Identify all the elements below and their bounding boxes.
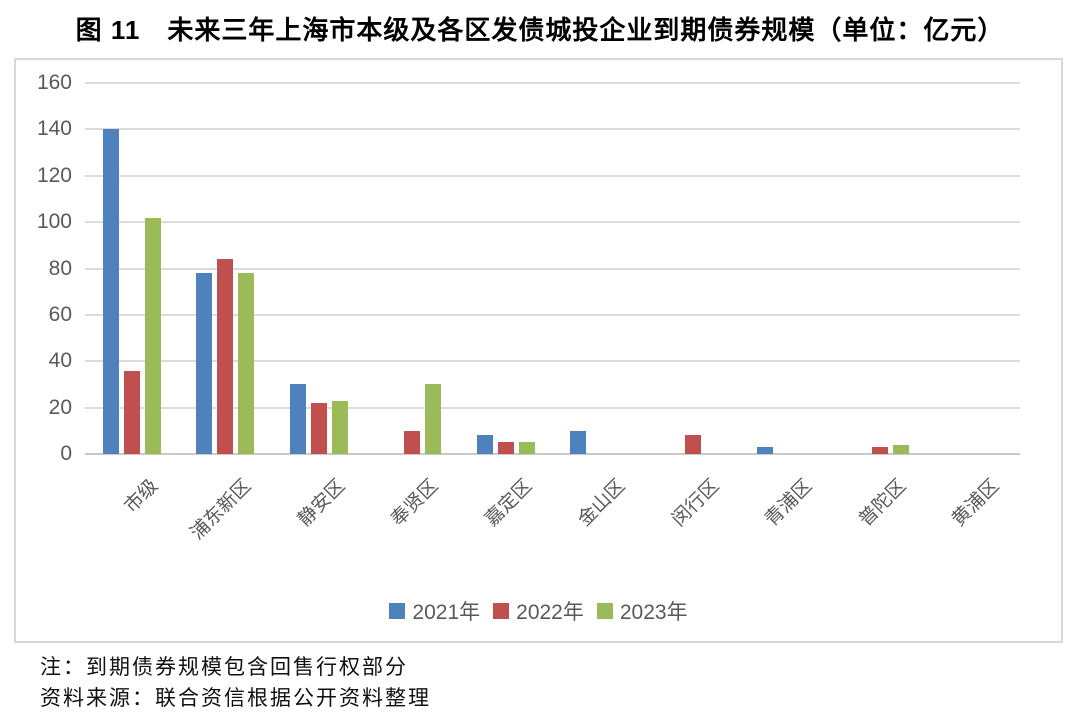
y-tick-label-100: 100 (36, 210, 72, 234)
bar-2023年-静安区 (331, 400, 348, 454)
bar-2021年-青浦区 (757, 447, 774, 454)
bar-2022年-静安区 (310, 403, 327, 454)
bar-2022年-闵行区 (684, 435, 701, 454)
bar-2021年-浦东新区 (196, 273, 213, 454)
bar-2023年-市级 (144, 217, 161, 454)
y-tick-label-40: 40 (48, 349, 72, 373)
bar-group-金山区 (553, 83, 647, 454)
gridline-40 (85, 360, 1020, 363)
gridline-60 (85, 313, 1020, 316)
chart-legend: 2021年 2022年 2023年 (16, 596, 1061, 626)
bar-group-黄浦区 (927, 83, 1021, 454)
legend-item-2023年: 2023年 (596, 596, 688, 626)
bar-group-嘉定区 (459, 83, 553, 454)
source-line: 资料来源：联合资信根据公开资料整理 (40, 686, 431, 710)
gridline-100 (85, 221, 1020, 224)
bar-2021年-嘉定区 (476, 435, 493, 454)
gridline-20 (85, 406, 1020, 409)
gridline-0 (85, 453, 1020, 455)
bar-2022年-浦东新区 (217, 259, 234, 454)
plot-area: 0 20 40 60 80 100 120 140 160 市级 浦东新区 静安区 奉贤区 嘉定区 金山区闵… (37, 71, 1021, 544)
chart-title: 图 11 未来三年上海市本级及各区发债城投企业到期债券规模（单位：亿元） (75, 15, 1005, 45)
chart-panel: 0 20 40 60 80 100 120 140 160 市级 浦东新区 静安区 奉贤区 嘉定区 金山区闵… (14, 58, 1063, 643)
legend-label-2022年: 2022年 (516, 601, 584, 624)
legend-swatch-icon (596, 603, 613, 619)
legend-item-2021年: 2021年 (389, 596, 480, 626)
gridline-160 (85, 82, 1020, 84)
y-tick-label-0: 0 (60, 442, 72, 465)
bar-2022年-奉贤区 (404, 430, 421, 454)
bar-2022年-市级 (123, 370, 140, 454)
y-tick-label-20: 20 (48, 395, 72, 419)
bar-2023年-浦东新区 (238, 273, 255, 454)
y-tick-label-80: 80 (48, 256, 72, 280)
bar-group-浦东新区 (179, 83, 273, 454)
gridline-140 (85, 128, 1020, 131)
bar-2023年-嘉定区 (518, 442, 535, 454)
y-tick-label-60: 60 (48, 302, 72, 326)
bar-group-闵行区 (646, 83, 740, 454)
gridline-80 (85, 267, 1020, 270)
bar-group-奉贤区 (366, 83, 460, 454)
y-tick-label-120: 120 (36, 163, 72, 187)
bar-2021年-静安区 (289, 384, 306, 454)
bar-2022年-嘉定区 (497, 442, 514, 454)
bar-2023年-奉贤区 (425, 384, 442, 454)
y-tick-label-160: 160 (36, 71, 72, 94)
gridline-120 (85, 174, 1020, 177)
legend-swatch-icon (389, 603, 406, 619)
chart-notes: 注：到期债券规模包含回售行权部分 资料来源：联合资信根据公开资料整理 (40, 652, 431, 714)
legend-item-2022年: 2022年 (493, 596, 584, 626)
note-line: 注：到期债券规模包含回售行权部分 (40, 655, 408, 679)
legend-swatch-icon (493, 603, 510, 619)
legend-label-2021年: 2021年 (412, 601, 481, 624)
legend-label-2023年: 2023年 (619, 601, 688, 624)
bar-group-青浦区 (740, 83, 834, 454)
y-tick-label-140: 140 (36, 117, 72, 141)
bar-group-普陀区 (833, 83, 927, 454)
bar-group-静安区 (272, 83, 366, 454)
bar-2021年-市级 (102, 129, 119, 454)
bar-group-市级 (85, 83, 179, 454)
bar-2023年-普陀区 (892, 444, 909, 454)
bar-2021年-金山区 (570, 430, 587, 454)
bar-2022年-普陀区 (871, 447, 888, 454)
